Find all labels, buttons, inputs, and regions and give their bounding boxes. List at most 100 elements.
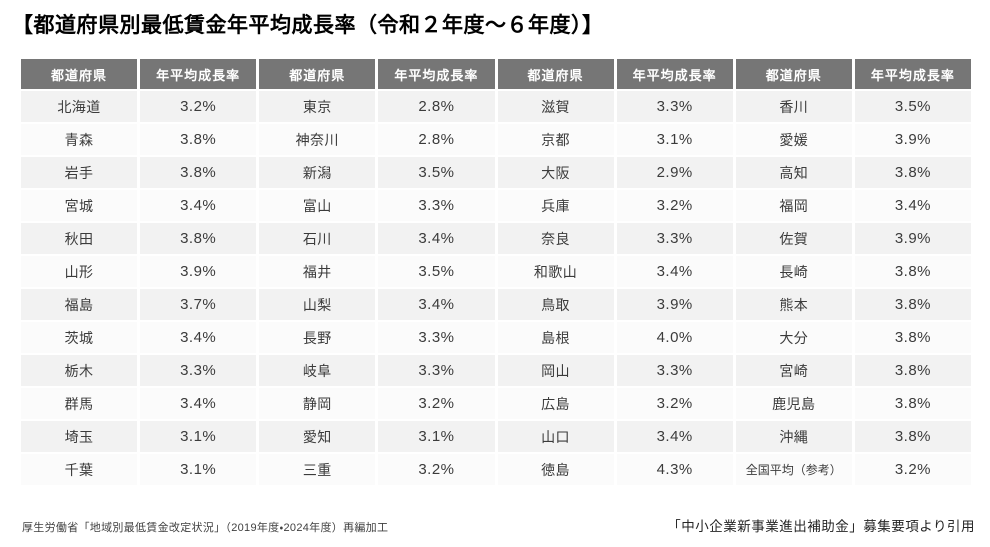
rate-cell: 3.2% (378, 454, 495, 485)
prefecture-cell: 佐賀 (735, 223, 852, 254)
header-rate: 年平均成長率 (616, 59, 733, 89)
rate-cell: 4.3% (616, 454, 733, 485)
rate-cell: 3.5% (378, 256, 495, 287)
rate-cell: 3.4% (616, 256, 733, 287)
rate-cell: 3.4% (140, 322, 257, 353)
table-row: 埼玉 3.1% 愛知 3.1% 山口 3.4% 沖縄 3.8% (21, 421, 971, 452)
rate-cell: 3.4% (378, 289, 495, 320)
rate-cell: 3.4% (140, 388, 257, 419)
prefecture-cell: 山口 (497, 421, 614, 452)
prefecture-cell: 静岡 (259, 388, 376, 419)
prefecture-cell: 福井 (259, 256, 376, 287)
prefecture-cell: 大阪 (497, 157, 614, 188)
prefecture-cell: 山梨 (259, 289, 376, 320)
prefecture-cell: 北海道 (21, 91, 138, 122)
rate-cell: 3.4% (140, 190, 257, 221)
rate-cell: 3.8% (854, 289, 971, 320)
prefecture-cell: 新潟 (259, 157, 376, 188)
prefecture-cell: 福岡 (735, 190, 852, 221)
page-title: 【都道府県別最低賃金年平均成長率（令和２年度～６年度）】 (12, 14, 604, 37)
prefecture-cell: 三重 (259, 454, 376, 485)
rate-cell: 3.1% (378, 421, 495, 452)
prefecture-cell: 東京 (259, 91, 376, 122)
rate-cell: 3.9% (140, 256, 257, 287)
table-row: 北海道 3.2% 東京 2.8% 滋賀 3.3% 香川 3.5% (21, 91, 971, 122)
rate-cell: 4.0% (616, 322, 733, 353)
rate-cell: 3.3% (378, 322, 495, 353)
prefecture-cell: 宮崎 (735, 355, 852, 386)
rate-cell: 3.2% (616, 388, 733, 419)
rate-cell: 3.4% (854, 190, 971, 221)
prefecture-cell: 福島 (21, 289, 138, 320)
table-row: 茨城 3.4% 長野 3.3% 島根 4.0% 大分 3.8% (21, 322, 971, 353)
min-wage-growth-table: 都道府県 年平均成長率 都道府県 年平均成長率 都道府県 年平均成長率 都道府県 年平均成長率… (18, 57, 974, 487)
rate-cell: 3.8% (140, 223, 257, 254)
table-row: 栃木 3.3% 岐阜 3.3% 岡山 3.3% 宮崎 3.8% (21, 355, 971, 386)
citation-note: 「中小企業新事業進出補助金」募集要項より引用 (667, 519, 975, 534)
header-prefecture: 都道府県 (735, 59, 852, 89)
rate-cell: 3.5% (854, 91, 971, 122)
rate-cell: 3.2% (616, 190, 733, 221)
rate-cell: 3.1% (140, 421, 257, 452)
prefecture-cell: 愛媛 (735, 124, 852, 155)
rate-cell: 3.9% (616, 289, 733, 320)
prefecture-cell: 長崎 (735, 256, 852, 287)
table-row: 山形 3.9% 福井 3.5% 和歌山 3.4% 長崎 3.8% (21, 256, 971, 287)
rate-cell: 3.8% (854, 355, 971, 386)
header-row: 都道府県 年平均成長率 都道府県 年平均成長率 都道府県 年平均成長率 都道府県 年平均成長率 (21, 59, 971, 89)
rate-cell: 3.7% (140, 289, 257, 320)
header-rate: 年平均成長率 (854, 59, 971, 89)
header-prefecture: 都道府県 (259, 59, 376, 89)
header-rate: 年平均成長率 (378, 59, 495, 89)
prefecture-cell: 広島 (497, 388, 614, 419)
rate-cell: 3.2% (854, 454, 971, 485)
rate-cell: 3.5% (378, 157, 495, 188)
rate-cell: 3.8% (140, 124, 257, 155)
prefecture-cell: 岩手 (21, 157, 138, 188)
rate-cell: 3.8% (854, 157, 971, 188)
prefecture-cell: 群馬 (21, 388, 138, 419)
rate-cell: 3.8% (854, 256, 971, 287)
prefecture-cell: 和歌山 (497, 256, 614, 287)
rate-cell: 3.3% (378, 190, 495, 221)
prefecture-cell: 島根 (497, 322, 614, 353)
rate-cell: 3.3% (378, 355, 495, 386)
prefecture-cell: 千葉 (21, 454, 138, 485)
header-prefecture: 都道府県 (497, 59, 614, 89)
prefecture-cell: 青森 (21, 124, 138, 155)
rate-cell: 3.1% (616, 124, 733, 155)
table-row: 福島 3.7% 山梨 3.4% 鳥取 3.9% 熊本 3.8% (21, 289, 971, 320)
prefecture-cell: 京都 (497, 124, 614, 155)
prefecture-cell: 鹿児島 (735, 388, 852, 419)
prefecture-cell: 石川 (259, 223, 376, 254)
prefecture-cell: 兵庫 (497, 190, 614, 221)
prefecture-cell: 熊本 (735, 289, 852, 320)
rate-cell: 2.9% (616, 157, 733, 188)
table-row: 千葉 3.1% 三重 3.2% 徳島 4.3% 全国平均（参考） 3.2% (21, 454, 971, 485)
prefecture-cell: 宮城 (21, 190, 138, 221)
rate-cell: 3.4% (378, 223, 495, 254)
prefecture-cell: 茨城 (21, 322, 138, 353)
prefecture-cell: 沖縄 (735, 421, 852, 452)
rate-cell: 3.9% (854, 124, 971, 155)
table-header: 都道府県 年平均成長率 都道府県 年平均成長率 都道府県 年平均成長率 都道府県 年平均成長率 (21, 59, 971, 89)
prefecture-cell: 奈良 (497, 223, 614, 254)
source-note: 厚生労働省「地域別最低賃金改定状況」（2019年度・2024年度）再編加工 (22, 522, 389, 534)
rate-cell: 3.8% (140, 157, 257, 188)
prefecture-cell: 愛知 (259, 421, 376, 452)
rate-cell: 2.8% (378, 124, 495, 155)
prefecture-cell: 香川 (735, 91, 852, 122)
prefecture-cell: 高知 (735, 157, 852, 188)
table-row: 宮城 3.4% 富山 3.3% 兵庫 3.2% 福岡 3.4% (21, 190, 971, 221)
table-row: 秋田 3.8% 石川 3.4% 奈良 3.3% 佐賀 3.9% (21, 223, 971, 254)
rate-cell: 3.3% (616, 355, 733, 386)
prefecture-cell: 神奈川 (259, 124, 376, 155)
table-row: 岩手 3.8% 新潟 3.5% 大阪 2.9% 高知 3.8% (21, 157, 971, 188)
prefecture-cell: 富山 (259, 190, 376, 221)
rate-cell: 3.2% (140, 91, 257, 122)
rate-cell: 3.3% (140, 355, 257, 386)
header-prefecture: 都道府県 (21, 59, 138, 89)
rate-cell: 3.8% (854, 421, 971, 452)
prefecture-cell: 長野 (259, 322, 376, 353)
